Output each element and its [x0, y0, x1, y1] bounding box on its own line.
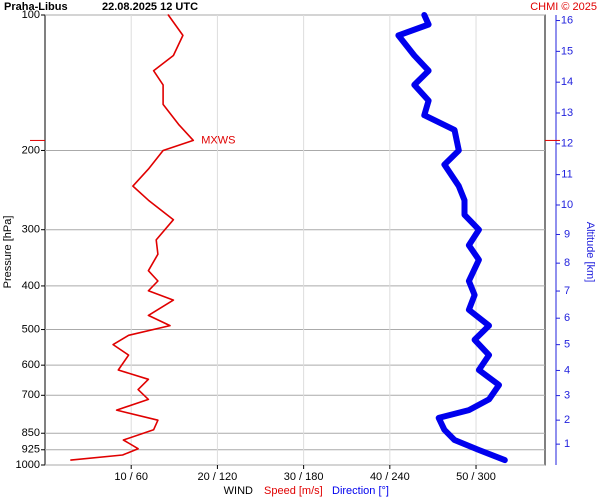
- legend-entry: Speed [m/s]: [264, 485, 323, 497]
- y2-tick-label: 5: [564, 339, 570, 351]
- y2-tick-label: 12: [561, 138, 573, 150]
- y-tick-label: 400: [22, 280, 40, 292]
- series-line: [70, 14, 195, 461]
- x-tick-label: 30 / 180: [284, 471, 324, 483]
- y2-tick-label: 2: [564, 414, 570, 426]
- y-tick-label: 500: [22, 323, 40, 335]
- series-line: [395, 12, 508, 464]
- y2-axis-label: Altitude [km]: [584, 222, 596, 283]
- y2-tick-label: 6: [564, 312, 570, 324]
- y2-tick-label: 16: [561, 14, 573, 26]
- y2-tick-label: 4: [564, 364, 570, 376]
- chart-subtitle: 22.08.2025 12 UTC: [102, 1, 198, 13]
- y-axis-label: Pressure [hPa]: [2, 216, 14, 289]
- y-tick-label: 600: [22, 359, 40, 371]
- y2-tick-label: 7: [564, 285, 570, 297]
- x-tick-label: 40 / 240: [370, 471, 410, 483]
- y2-tick-label: 9: [564, 228, 570, 240]
- y-tick-label: 1000: [16, 459, 40, 471]
- y-tick-label: 200: [22, 144, 40, 156]
- y2-tick-label: 3: [564, 390, 570, 402]
- y2-tick-label: 11: [561, 169, 572, 181]
- x-tick-label: 50 / 300: [456, 471, 496, 483]
- y2-tick-label: 10: [561, 199, 573, 211]
- y-tick-label: 700: [22, 389, 40, 401]
- annotation: MXWS: [201, 134, 235, 146]
- y2-tick-label: 8: [564, 257, 570, 269]
- y2-tick-label: 1: [564, 438, 570, 450]
- legend-entry: Direction [°]: [332, 485, 389, 497]
- y2-tick-label: 13: [561, 107, 573, 119]
- credit: CHMI © 2025: [530, 1, 597, 13]
- y-tick-label: 925: [22, 444, 40, 456]
- y2-tick-label: 15: [561, 45, 573, 57]
- x-tick-label: 10 / 60: [114, 471, 148, 483]
- x-axis-label: WIND: [224, 485, 253, 497]
- y2-tick-label: 14: [561, 76, 573, 88]
- y-tick-label: 100: [22, 9, 40, 21]
- x-tick-label: 20 / 120: [198, 471, 238, 483]
- y-tick-label: 850: [22, 427, 40, 439]
- chart-title: Praha-Libus: [4, 1, 68, 13]
- y-tick-label: 300: [22, 224, 40, 236]
